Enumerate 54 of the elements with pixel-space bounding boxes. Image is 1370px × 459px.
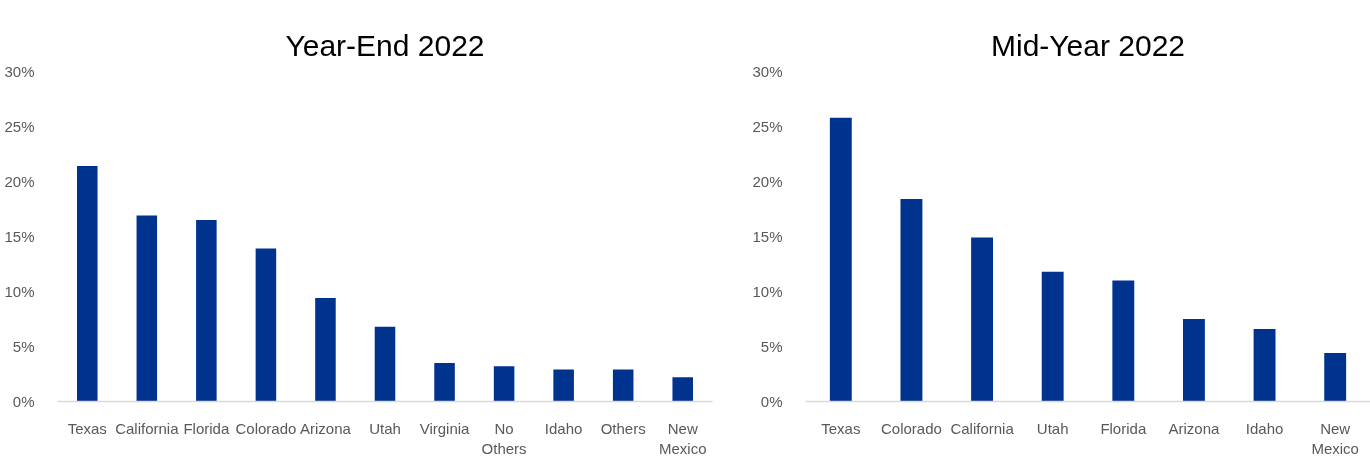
bar (196, 220, 217, 402)
bar (1324, 353, 1347, 402)
x-tick-label: Arizona (300, 419, 352, 437)
bar (136, 215, 158, 402)
bar (971, 237, 994, 402)
x-tick-label: Florida (183, 419, 230, 437)
chart-title: Mid-Year 2022 (990, 28, 1186, 62)
x-tick-label: Others (600, 419, 646, 437)
x-tick-label: Colorado (881, 419, 942, 437)
x-tick-label: No Others (481, 419, 527, 457)
x-tick-label: Utah (1036, 419, 1069, 437)
y-tick-label: 30% (752, 63, 783, 80)
bar (829, 117, 852, 402)
bar (1182, 319, 1205, 402)
y-tick-label: 20% (4, 173, 35, 190)
bar (1041, 271, 1064, 402)
y-tick-label: 15% (752, 228, 783, 245)
x-tick-label: Virginia (419, 419, 471, 437)
x-tick-label: Idaho (544, 419, 583, 437)
y-tick-label: 10% (752, 283, 783, 300)
x-tick-label: New Mexico (658, 419, 707, 457)
bar (315, 298, 336, 402)
x-tick-label: California (950, 419, 1015, 437)
bar (434, 363, 455, 402)
y-tick-label: 25% (752, 118, 783, 135)
bar (1253, 328, 1276, 402)
y-tick-label: 0% (12, 393, 35, 410)
bar (255, 248, 277, 402)
x-tick-label: California (115, 419, 180, 437)
chart-title: Year-End 2022 (285, 28, 485, 62)
y-tick-label: 20% (752, 173, 783, 190)
x-tick-label: Texas (821, 419, 861, 437)
bar (77, 166, 98, 402)
y-tick-label: 25% (4, 118, 35, 135)
x-tick-label: Arizona (1168, 419, 1221, 437)
x-tick-label: Utah (369, 419, 401, 437)
y-tick-label: 10% (4, 283, 35, 300)
y-tick-label: 5% (12, 338, 35, 355)
y-tick-label: 0% (760, 393, 783, 410)
bar (493, 366, 515, 402)
x-tick-label: Florida (1100, 419, 1147, 437)
x-tick-label: New Mexico (1311, 419, 1359, 457)
x-tick-label: Colorado (235, 419, 297, 437)
y-tick-label: 5% (760, 338, 783, 355)
x-tick-label: Texas (67, 419, 107, 437)
y-tick-label: 30% (4, 63, 35, 80)
bar (374, 326, 396, 402)
y-tick-label: 15% (4, 228, 35, 245)
x-tick-label: Idaho (1245, 419, 1284, 437)
bar (900, 199, 923, 402)
bar (672, 377, 693, 402)
bar (553, 369, 574, 402)
bar (1112, 280, 1135, 402)
bar (612, 369, 634, 402)
